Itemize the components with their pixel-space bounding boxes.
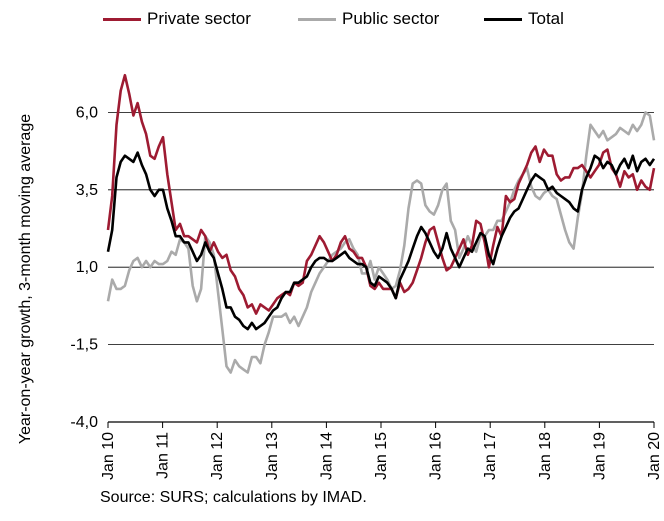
legend-item-total: Total	[484, 9, 564, 29]
x-tick-label: Jan 14	[318, 432, 335, 480]
legend-swatch-total	[484, 17, 522, 21]
x-tick-label: Jan 17	[482, 432, 499, 480]
y-tick-label: -4,0	[70, 414, 98, 431]
legend-label-private-sector: Private sector	[147, 9, 251, 28]
chart-legend: Private sector Public sector Total	[0, 9, 664, 33]
x-tick-label: Jan 16	[428, 432, 445, 480]
y-tick-label: 6,0	[76, 104, 98, 121]
x-tick-label: Jan 11	[155, 432, 172, 479]
y-axis-ticks: 6,0 3,5 1,0 -1,5 -4,0	[70, 104, 98, 431]
legend-swatch-private-sector	[103, 17, 141, 21]
legend-label-public-sector: Public sector	[342, 9, 440, 28]
y-tick-label: 1,0	[76, 259, 98, 276]
x-tick-label: Jan 10	[100, 432, 117, 480]
x-tick-label: Jan 19	[591, 432, 608, 480]
legend-item-private-sector: Private sector	[103, 9, 251, 29]
x-axis-ticks: Jan 10 Jan 11 Jan 12 Jan 13 Jan 14 Jan 15 Jan …	[100, 422, 663, 480]
y-tick-label: -1,5	[70, 337, 98, 354]
gridlines	[108, 112, 654, 423]
y-tick-label: 3,5	[76, 182, 98, 199]
legend-swatch-public-sector	[298, 17, 336, 21]
x-tick-label: Jan 13	[264, 432, 281, 480]
series-lines	[106, 73, 656, 374]
x-tick-label: Jan 18	[537, 432, 554, 480]
series-line-public-sector	[106, 111, 656, 374]
x-tick-label: Jan 12	[209, 432, 226, 480]
series-line-private-sector	[106, 73, 656, 315]
legend-label-total: Total	[528, 9, 564, 28]
source-note: Source: SURS; calculations by IMAD.	[100, 489, 367, 506]
x-tick-label: Jan 15	[373, 432, 390, 480]
x-tick-label: Jan 20	[646, 432, 663, 480]
legend-item-public-sector: Public sector	[298, 9, 439, 29]
series-line-total	[106, 151, 656, 331]
